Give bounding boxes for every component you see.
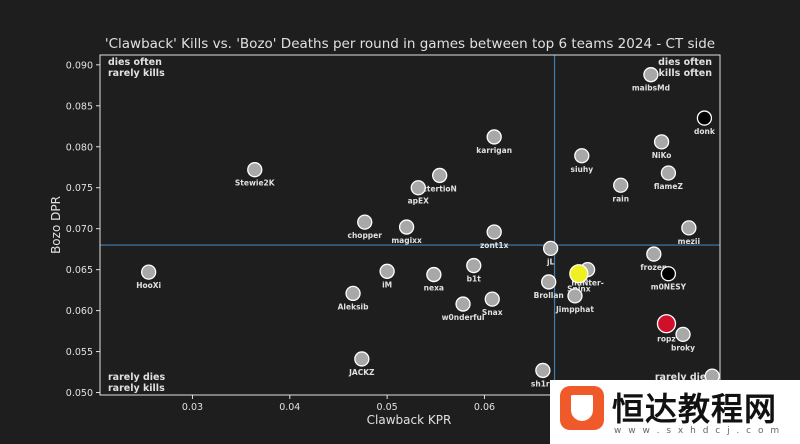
y-axis-label: Bozo DPR (49, 196, 63, 254)
y-tick-label: 0.085 (66, 101, 93, 112)
y-tick-label: 0.065 (66, 265, 93, 276)
y-tick-label: 0.070 (66, 224, 93, 235)
data-point (646, 246, 662, 262)
point-label: Stewie2K (235, 179, 276, 188)
data-point (486, 129, 502, 145)
x-tick-label: 0.06 (474, 402, 495, 413)
y-tick-label: 0.090 (66, 60, 93, 71)
point-label: m0NESY (651, 283, 687, 292)
point-label: magixx (391, 236, 422, 245)
point-label: jL (546, 257, 555, 266)
watermark-url: w w w . s x h d c j . c o m (614, 426, 782, 436)
data-point (574, 148, 590, 164)
data-point (660, 165, 677, 181)
data-point (426, 266, 442, 283)
data-point (141, 264, 157, 280)
data-point (247, 162, 263, 178)
x-tick-label: 0.04 (279, 402, 300, 413)
point-label: JACKZ (348, 368, 375, 377)
y-tick-label: 0.055 (66, 347, 93, 358)
data-point (484, 291, 500, 307)
x-axis-label: Clawback KPR (367, 413, 452, 427)
data-point (357, 214, 373, 230)
data-point (613, 177, 629, 193)
point-label: iM (382, 280, 392, 289)
point-label: Aleksib (338, 302, 369, 311)
data-point (398, 219, 415, 235)
data-point (410, 180, 426, 196)
y-tick-label: 0.050 (66, 388, 93, 399)
data-point (660, 266, 677, 282)
point-label: ztertioN (423, 184, 457, 193)
data-point (466, 257, 482, 274)
point-label: karrigan (476, 146, 512, 155)
quadrant-label: rarely dies rarely kills (108, 372, 165, 394)
point-label: donk (694, 127, 716, 136)
data-point (354, 351, 370, 367)
point-label: chopper (348, 231, 383, 240)
x-tick-label: 0.05 (377, 402, 398, 413)
data-point (541, 274, 557, 290)
data-point (653, 134, 670, 150)
point-label: b1t (467, 275, 482, 284)
data-point (345, 285, 361, 302)
data-point (542, 240, 559, 256)
watermark-name: 恒达教程网 (612, 390, 778, 428)
point-label: mezii (678, 237, 700, 246)
x-tick-label: 0.03 (182, 402, 203, 413)
point-label: siuhy (570, 165, 593, 174)
point-label: ropz (657, 335, 676, 344)
y-tick-label: 0.080 (66, 142, 93, 153)
point-label: rain (612, 194, 629, 203)
point-label: NiKo (652, 151, 672, 160)
point-label: apEX (408, 197, 430, 206)
point-label: maibsMd (632, 84, 670, 93)
point-label: frozen (640, 263, 667, 272)
plot-frame (99, 54, 721, 396)
point-label: HooXi (136, 281, 161, 290)
point-label: zont1x (480, 241, 509, 250)
data-point (681, 220, 697, 236)
y-tick-label: 0.075 (66, 183, 93, 194)
site-watermark: 恒达教程网 w w w . s x h d c j . c o m (550, 380, 800, 444)
data-point (643, 67, 659, 83)
data-point (567, 288, 583, 304)
point-label: broky (671, 343, 695, 352)
point-label: flameZ (654, 182, 684, 191)
chart-title: 'Clawback' Kills vs. 'Bozo' Deaths per r… (105, 36, 715, 52)
data-point (379, 263, 395, 279)
point-label: Spinx (567, 285, 591, 294)
data-point (535, 362, 551, 379)
point-label: huNter- (571, 279, 603, 288)
data-point (455, 296, 471, 312)
quadrant-label: dies often rarely kills (108, 57, 165, 79)
point-label: nexa (424, 284, 444, 293)
data-point (486, 224, 502, 240)
data-point (432, 167, 448, 184)
data-point (675, 326, 691, 343)
point-label: w0nderful (442, 313, 485, 322)
site-logo-icon (560, 386, 604, 430)
data-point (656, 314, 677, 334)
data-point (696, 110, 713, 126)
data-point (569, 264, 589, 284)
point-label: Snax (482, 308, 503, 317)
point-label: sh1ro (531, 379, 555, 388)
point-label: Jimpphat (555, 305, 594, 314)
point-label: Brollan (534, 291, 564, 300)
y-tick-label: 0.060 (66, 306, 93, 317)
quadrant-label: rarely dies (655, 372, 712, 383)
quadrant-label: dies often kills often (658, 57, 712, 79)
